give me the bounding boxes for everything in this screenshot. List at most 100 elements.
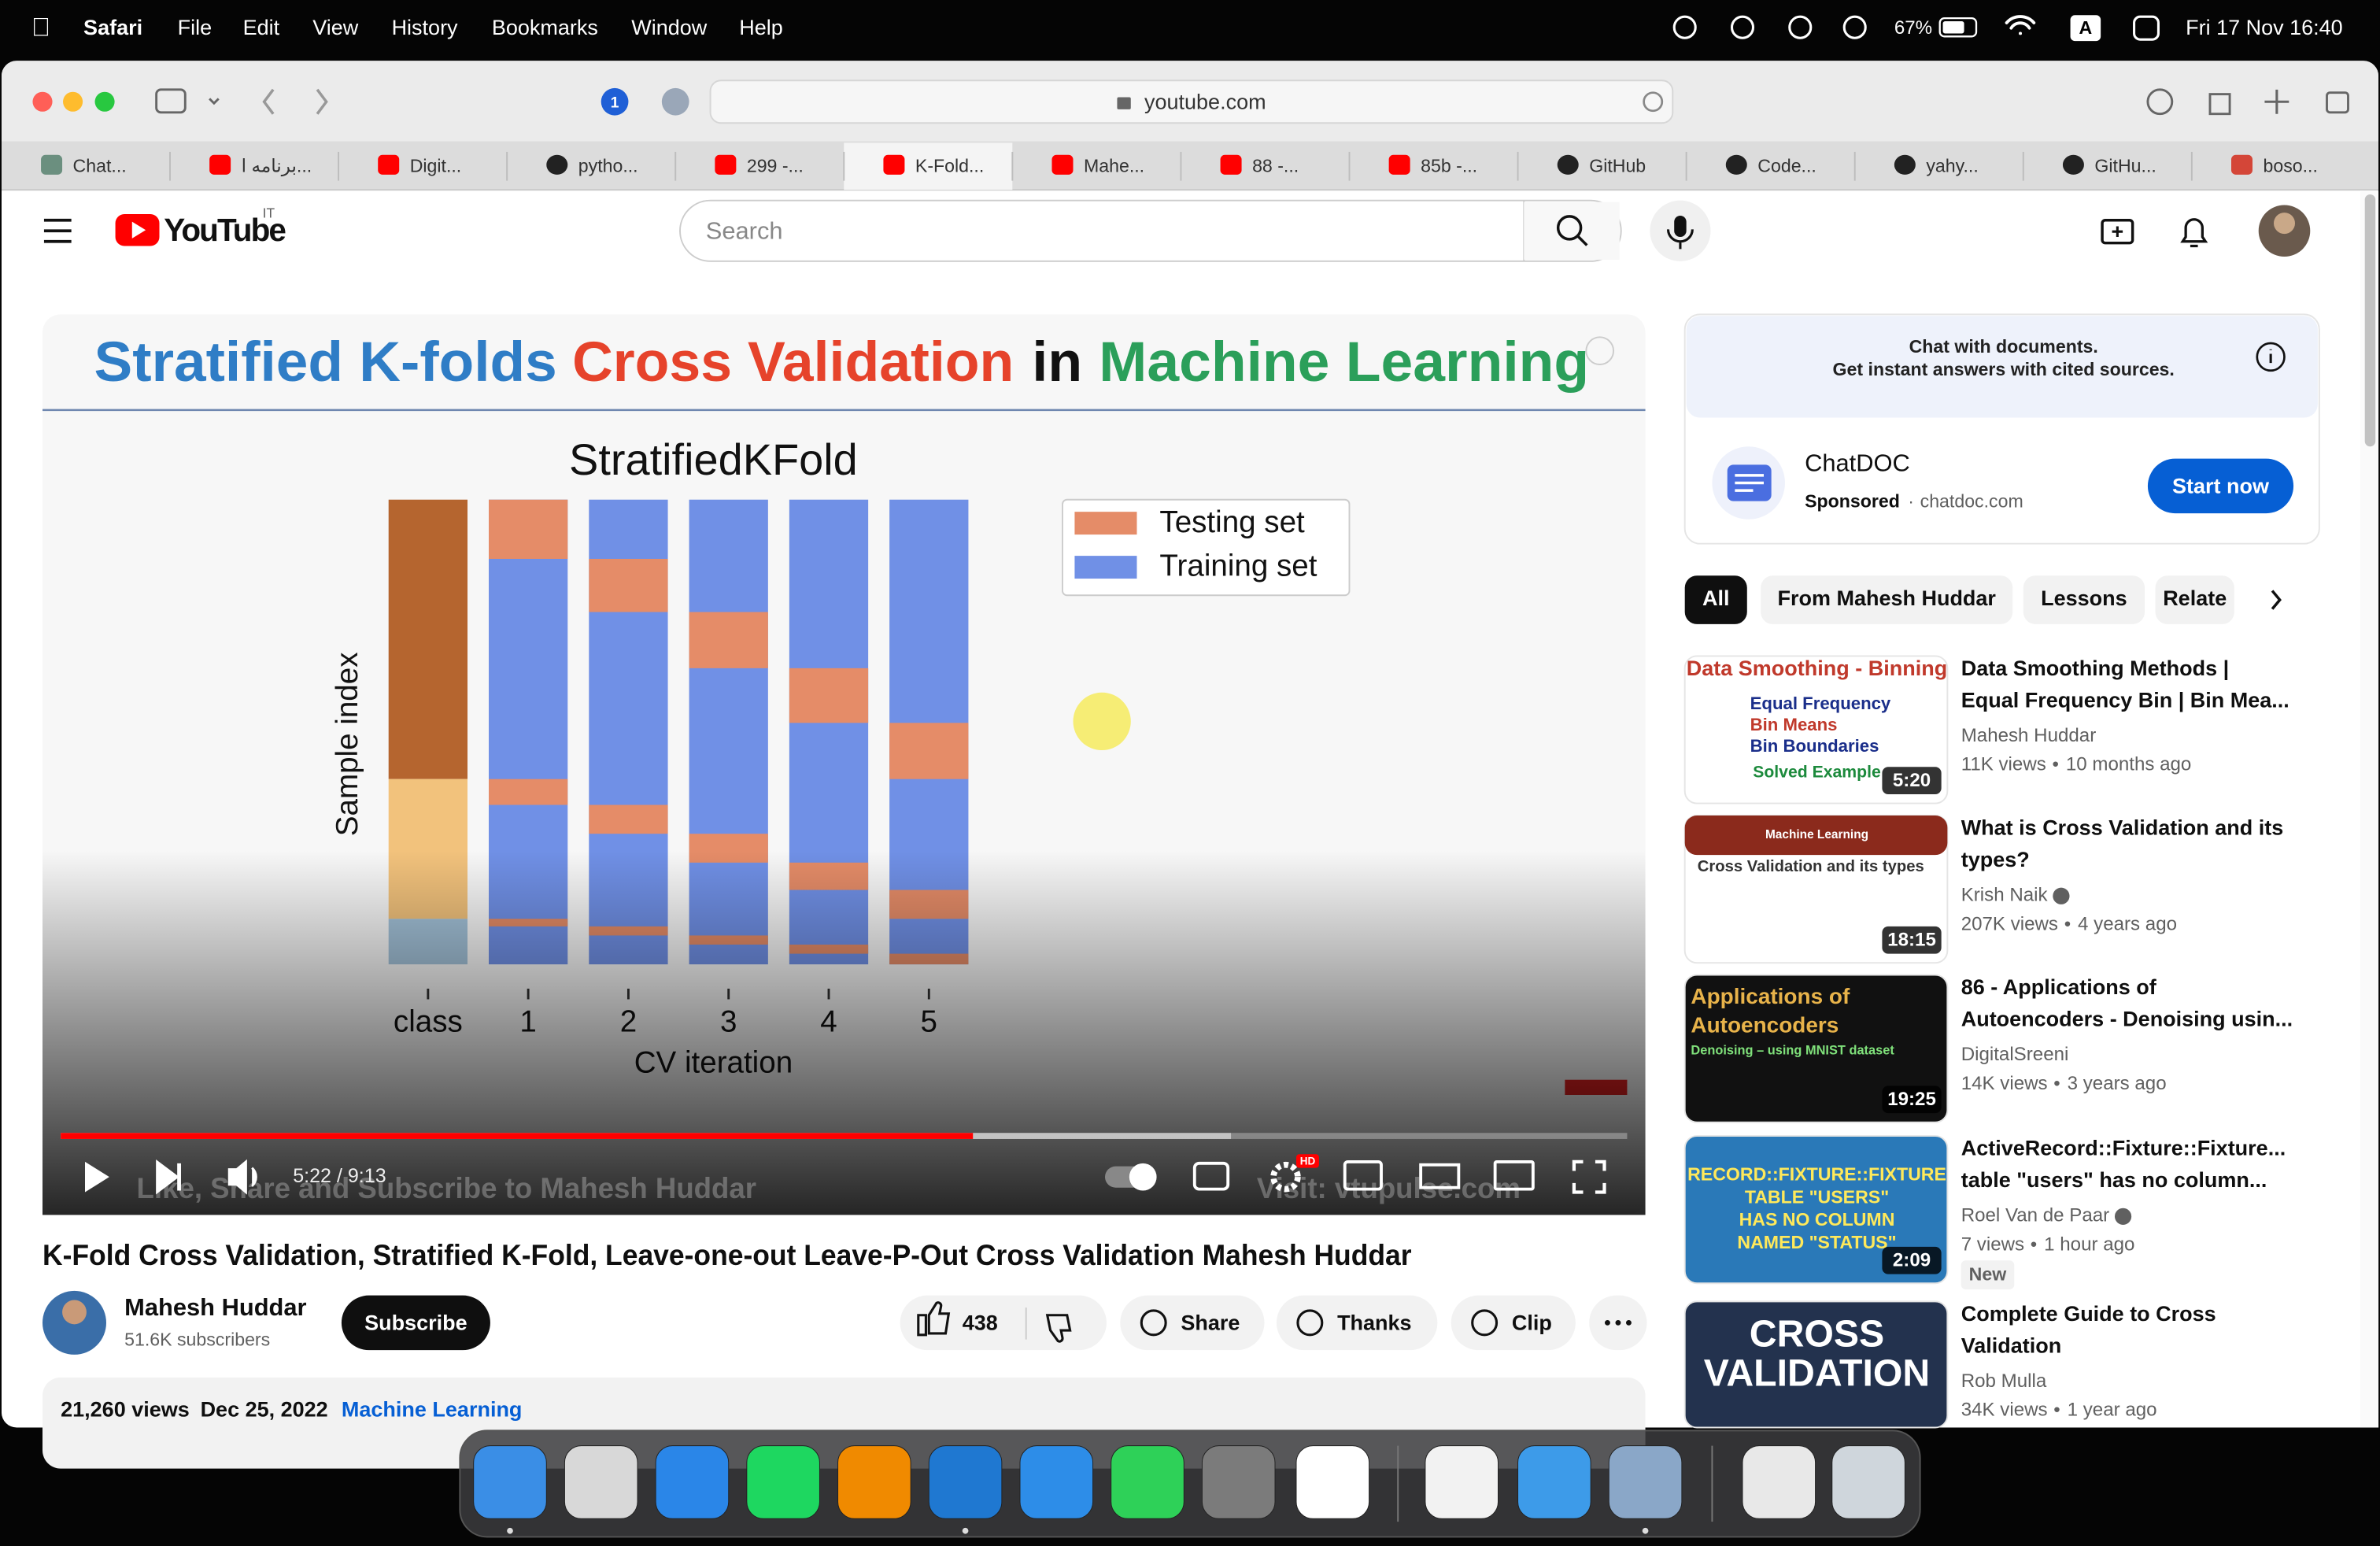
menu-button[interactable] xyxy=(43,218,72,243)
channel-name[interactable]: Mahesh Huddar xyxy=(124,1293,306,1321)
wifi-icon[interactable] xyxy=(2005,15,2036,35)
active-tab[interactable] xyxy=(844,142,1013,190)
downloads-button[interactable] xyxy=(2146,88,2174,116)
menu-item[interactable]: History xyxy=(392,16,458,39)
dock-app[interactable] xyxy=(928,1445,1003,1519)
dock-app[interactable] xyxy=(1111,1445,1184,1519)
rec-channel[interactable]: Krish Naik xyxy=(1961,885,2049,906)
miniplayer-button[interactable] xyxy=(1343,1160,1383,1191)
search-button-bg[interactable] xyxy=(1524,202,1620,260)
chip[interactable] xyxy=(2155,575,2234,624)
rec-channel[interactable]: Rob Mulla xyxy=(1961,1370,2047,1392)
rec-title[interactable]: What is Cross Validation and its xyxy=(1961,816,2284,840)
rec-title[interactable]: Complete Guide to Cross xyxy=(1961,1302,2216,1326)
yt-logo-text[interactable]: YouTube xyxy=(164,212,287,248)
tab-overview-button[interactable] xyxy=(2326,91,2349,114)
dock-app[interactable] xyxy=(837,1445,911,1519)
extension-icon[interactable] xyxy=(661,87,689,116)
search-box[interactable] xyxy=(679,199,1622,262)
dock-app[interactable] xyxy=(746,1445,820,1519)
share-button[interactable] xyxy=(2208,93,2231,116)
dock-app[interactable] xyxy=(1517,1445,1591,1519)
action-button[interactable] xyxy=(1276,1295,1438,1351)
dock-app[interactable] xyxy=(655,1445,730,1519)
play-button[interactable] xyxy=(85,1161,109,1193)
action-button[interactable] xyxy=(1451,1295,1576,1351)
dock-app[interactable] xyxy=(1295,1445,1370,1519)
next-button[interactable] xyxy=(156,1160,181,1195)
rec-title[interactable]: ActiveRecord::Fixture::Fixture... xyxy=(1961,1137,2286,1160)
ad-cta-button[interactable] xyxy=(2147,458,2294,514)
rec-title[interactable]: 86 - Applications of xyxy=(1961,975,2157,999)
rec-title[interactable]: types? xyxy=(1961,848,2030,871)
scrollbar-thumb[interactable] xyxy=(2364,194,2376,447)
menu-item[interactable]: Help xyxy=(739,16,783,39)
ad-info[interactable] xyxy=(2256,342,2286,372)
meta-dot: • xyxy=(2053,1073,2060,1094)
rec-title[interactable]: Data Smoothing Methods | xyxy=(1961,656,2229,680)
fullscreen-button[interactable] xyxy=(1572,1160,1606,1194)
status-icon[interactable] xyxy=(1788,15,1813,39)
clock[interactable]: Fri 17 Nov 16:40 xyxy=(2186,16,2343,39)
dock-app[interactable] xyxy=(564,1445,638,1519)
sidebar-button[interactable] xyxy=(155,88,187,114)
rec-channel[interactable]: DigitalSreeni xyxy=(1961,1044,2069,1065)
airplay-button[interactable] xyxy=(1493,1160,1535,1191)
sidebar-menu[interactable] xyxy=(209,98,220,105)
dock-app[interactable] xyxy=(1831,1445,1905,1519)
back-button[interactable] xyxy=(262,88,275,115)
thumbnail[interactable] xyxy=(1683,655,1949,804)
chip[interactable] xyxy=(2023,575,2145,624)
extension-badge[interactable] xyxy=(601,87,629,116)
apple-logo[interactable]:  xyxy=(31,12,51,41)
dock-app[interactable] xyxy=(1425,1445,1499,1519)
settings-button[interactable] xyxy=(1270,1161,1301,1193)
minimize-button[interactable] xyxy=(63,91,83,112)
create-button[interactable] xyxy=(2101,219,2134,245)
new-tab-button[interactable] xyxy=(2264,89,2289,114)
input-source-bg[interactable] xyxy=(2070,15,2101,42)
status-icon[interactable] xyxy=(1672,15,1697,39)
menu-item[interactable]: Edit xyxy=(243,16,280,39)
hashtag[interactable]: Machine Learning xyxy=(342,1397,523,1421)
zoom-button[interactable] xyxy=(94,91,115,112)
dock-app[interactable] xyxy=(1742,1445,1816,1519)
rec-title[interactable]: Validation xyxy=(1961,1333,2062,1357)
battery-icon[interactable] xyxy=(1938,17,1978,38)
rec-channel[interactable]: Roel Van de Paar xyxy=(1961,1205,2109,1226)
thumbnail[interactable] xyxy=(1683,1300,1949,1429)
rec-title[interactable]: Autoencoders - Denoising usin... xyxy=(1961,1008,2293,1031)
dock-app[interactable] xyxy=(1608,1445,1683,1519)
reload-button[interactable] xyxy=(1643,91,1664,113)
like-button[interactable] xyxy=(917,1301,951,1337)
subscribe-button[interactable] xyxy=(341,1295,490,1351)
app-menu[interactable]: Safari xyxy=(83,16,142,39)
chip[interactable] xyxy=(1684,575,1747,624)
forward-button[interactable] xyxy=(316,88,328,115)
notifications-button[interactable] xyxy=(2180,218,2208,248)
thumbnail[interactable] xyxy=(1683,974,1949,1123)
rec-title[interactable]: table "users" has no column... xyxy=(1961,1168,2267,1192)
theater-button[interactable] xyxy=(1419,1163,1461,1189)
address-bar[interactable] xyxy=(709,80,1674,124)
dock-app[interactable] xyxy=(1019,1445,1094,1519)
status-icon[interactable] xyxy=(1730,15,1755,39)
rec-title[interactable]: Equal Frequency Bin | Bin Mea... xyxy=(1961,688,2289,712)
dock-app[interactable] xyxy=(1201,1445,1276,1519)
control-center[interactable] xyxy=(2133,15,2160,41)
chips-next[interactable] xyxy=(2271,590,2282,610)
action-button[interactable] xyxy=(1120,1295,1265,1351)
menu-item[interactable]: Bookmarks xyxy=(492,16,598,39)
dislike-button[interactable] xyxy=(1045,1314,1072,1343)
captions-button[interactable] xyxy=(1192,1161,1230,1191)
menu-item[interactable]: View xyxy=(312,16,359,39)
volume-button[interactable] xyxy=(227,1159,257,1195)
status-icon[interactable] xyxy=(1842,15,1867,39)
chip[interactable] xyxy=(1761,575,2013,624)
rec-channel[interactable]: Mahesh Huddar xyxy=(1961,725,2097,746)
menu-item[interactable]: Window xyxy=(631,16,708,39)
menu-item[interactable]: File xyxy=(178,16,213,39)
close-button[interactable] xyxy=(32,91,53,112)
thumbnail[interactable] xyxy=(1683,1135,1949,1285)
dock-app[interactable] xyxy=(473,1445,547,1519)
